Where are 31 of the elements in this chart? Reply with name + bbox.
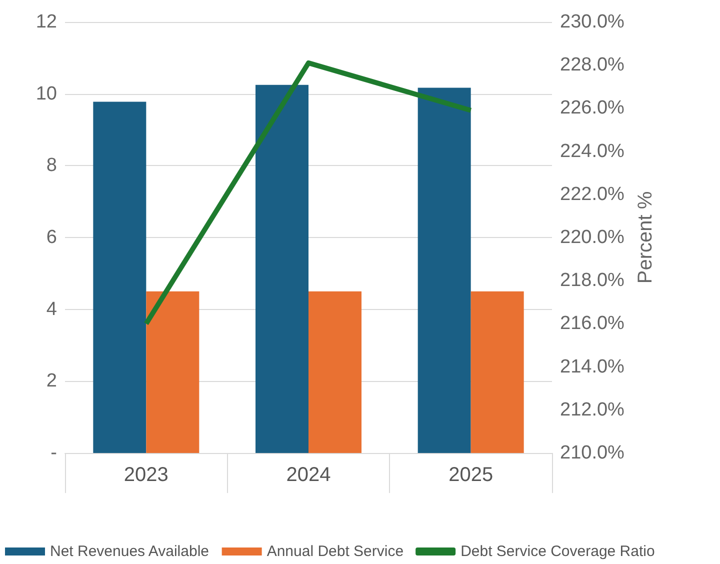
- legend-label: Debt Service Coverage Ratio: [460, 543, 655, 560]
- y2-tick-label: 226.0%: [560, 98, 625, 119]
- bar: [418, 88, 471, 453]
- y-tick-label: 10: [36, 83, 57, 104]
- y-tick-label: 2: [46, 370, 57, 392]
- x-tick-label: 2023: [124, 464, 168, 486]
- y2-tick-label: 228.0%: [560, 54, 625, 76]
- y2-tick-label: 214.0%: [560, 356, 625, 378]
- bar: [93, 102, 146, 453]
- y2-tick-label: 210.0%: [560, 442, 625, 464]
- y-tick-label: 8: [46, 155, 57, 176]
- y-tick-label: 12: [36, 12, 57, 32]
- y2-tick-label: 224.0%: [560, 140, 625, 162]
- legend-label: Annual Debt Service: [266, 543, 404, 560]
- bar: [256, 84, 308, 453]
- y2-tick-label: 220.0%: [560, 227, 625, 248]
- y2-tick-label: 212.0%: [560, 399, 625, 420]
- x-tick-label: 2025: [448, 464, 494, 486]
- y2-tick-label: 230.0%: [560, 12, 625, 32]
- legend-label: Net Revenues Available: [50, 543, 209, 560]
- y2-tick-label: 218.0%: [560, 270, 625, 292]
- x-tick-label: 2024: [286, 464, 331, 486]
- y-tick-label: 4: [46, 298, 58, 320]
- bar: [470, 291, 524, 453]
- y-tick-label: 6: [46, 227, 57, 248]
- bar: [308, 291, 362, 453]
- y2-tick-label: 216.0%: [560, 313, 625, 334]
- bar: [146, 291, 200, 453]
- y2-tick-label: 222.0%: [560, 184, 625, 205]
- y2-axis-title: Percent %: [634, 191, 656, 284]
- y-tick-label: -: [50, 442, 57, 464]
